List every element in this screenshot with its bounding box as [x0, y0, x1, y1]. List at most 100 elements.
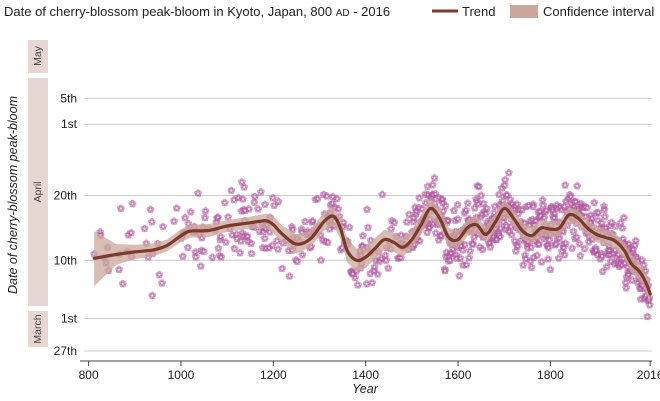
y-axis-label: Date of cherry-blossom peak-bloom	[6, 96, 20, 294]
data-point	[230, 244, 239, 253]
x-tick-label: 1400	[352, 368, 379, 382]
y-tick-labels: 27th 1st 10th 20th 5th 1st	[54, 91, 78, 358]
data-point	[224, 213, 232, 221]
data-point	[155, 270, 164, 279]
data-point	[148, 217, 156, 226]
data-point	[527, 263, 536, 272]
data-point	[583, 203, 592, 212]
trend-line	[92, 206, 652, 296]
data-point	[128, 199, 137, 208]
data-point	[622, 284, 630, 292]
data-point	[378, 190, 387, 199]
data-point	[539, 201, 547, 210]
data-point	[590, 198, 599, 207]
data-point	[481, 209, 490, 218]
data-point	[560, 250, 569, 259]
data-point	[645, 301, 654, 309]
x-tick-label: 1200	[260, 368, 287, 382]
chart-title: Date of cherry-blossom peak-bloom in Kyo…	[4, 4, 390, 19]
data-point	[382, 256, 390, 264]
data-point	[196, 262, 205, 270]
data-point	[576, 251, 585, 260]
data-point	[208, 253, 217, 261]
data-point	[597, 219, 606, 227]
data-point	[221, 238, 230, 246]
data-point	[618, 224, 627, 232]
data-point	[569, 227, 578, 236]
data-point	[227, 186, 236, 195]
data-point	[115, 265, 123, 274]
data-point	[247, 249, 256, 258]
data-point	[334, 204, 343, 213]
data-point	[118, 279, 127, 288]
y-tick-label: 1st	[61, 117, 78, 131]
data-point	[186, 208, 195, 216]
data-point	[477, 191, 485, 200]
month-label-april: April	[32, 181, 44, 202]
month-band-may	[28, 40, 48, 73]
data-point	[251, 192, 259, 201]
data-point	[236, 248, 244, 257]
x-tick-labels: 800 1000 1200 1400 1600 1800 2016	[79, 361, 660, 382]
legend-ci-swatch	[510, 5, 538, 18]
y-tick-label: 1st	[61, 312, 78, 326]
data-point	[540, 213, 549, 222]
data-point	[568, 244, 576, 252]
data-point	[368, 278, 377, 287]
data-point	[501, 175, 510, 184]
data-point	[257, 187, 265, 196]
data-point	[453, 200, 462, 209]
data-point	[201, 213, 209, 222]
data-point	[184, 243, 192, 252]
data-point	[364, 223, 372, 232]
data-point	[333, 194, 341, 203]
data-point	[323, 238, 332, 246]
data-point	[546, 265, 555, 274]
data-point	[260, 234, 269, 242]
data-point	[529, 202, 538, 211]
data-point	[566, 192, 575, 201]
month-label-may: May	[32, 45, 44, 66]
data-point	[441, 201, 450, 210]
data-point	[269, 193, 277, 202]
data-point	[600, 205, 609, 214]
data-point	[214, 244, 223, 252]
data-point	[301, 217, 310, 226]
data-point	[345, 223, 354, 231]
data-point	[641, 267, 650, 275]
data-point	[446, 256, 455, 264]
data-point	[351, 273, 359, 282]
data-point	[619, 213, 628, 222]
data-point	[503, 190, 511, 199]
data-point	[214, 213, 222, 221]
data-point	[456, 254, 465, 262]
data-point	[455, 271, 464, 280]
data-point	[428, 180, 437, 189]
data-point	[373, 270, 382, 278]
data-point	[454, 215, 462, 223]
data-point	[495, 190, 503, 199]
data-point	[519, 261, 528, 269]
legend: Trend Confidence interval	[432, 4, 654, 19]
data-point	[572, 233, 581, 241]
data-point	[513, 242, 522, 250]
data-point	[370, 263, 379, 271]
data-point	[545, 236, 554, 244]
data-point	[462, 260, 471, 269]
data-point	[439, 207, 448, 215]
data-point	[544, 243, 553, 252]
data-point	[500, 181, 509, 189]
data-point	[117, 204, 125, 213]
x-tick-label: 2016	[637, 368, 660, 382]
x-tick-label: 1600	[445, 368, 472, 382]
data-point	[359, 231, 367, 240]
data-point	[504, 168, 513, 177]
data-point	[465, 253, 473, 262]
data-point	[513, 200, 522, 208]
data-point	[573, 182, 582, 190]
data-point	[317, 256, 325, 264]
y-tick-label: 10th	[54, 253, 77, 267]
y-tick-label: 20th	[54, 189, 77, 203]
data-point	[533, 251, 541, 259]
